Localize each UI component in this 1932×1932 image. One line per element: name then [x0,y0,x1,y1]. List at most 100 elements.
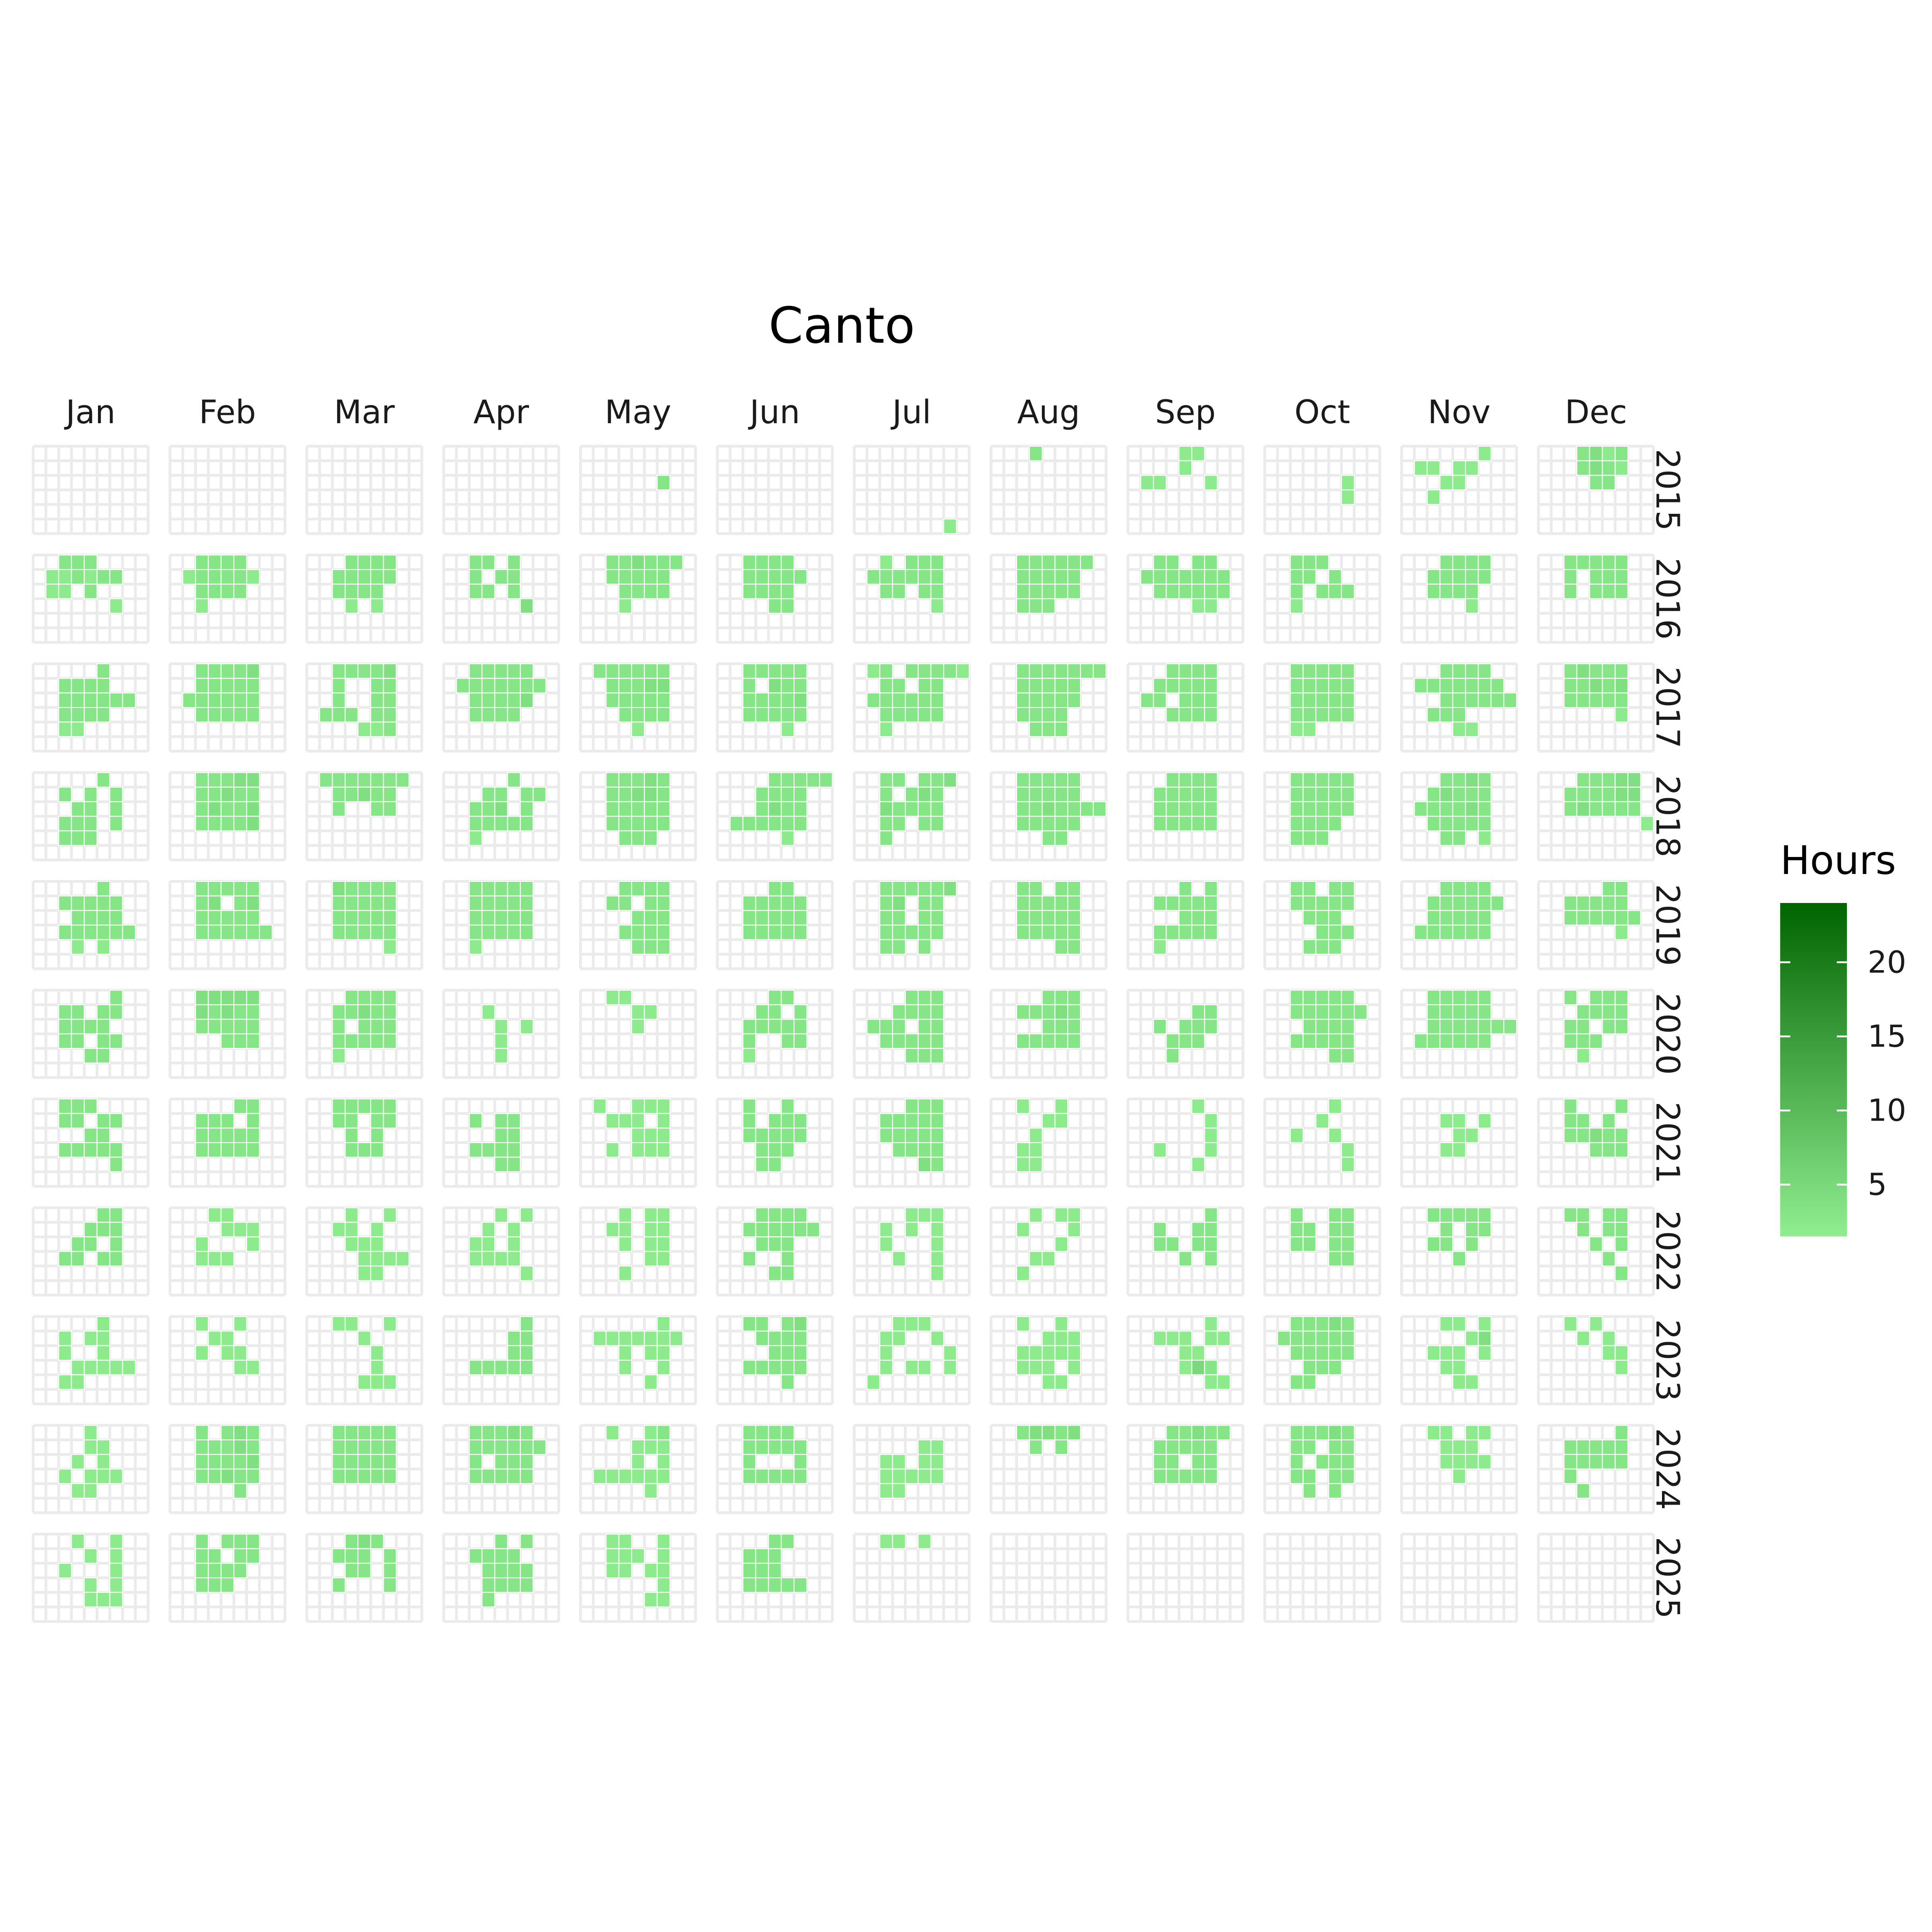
day-tile [1191,569,1205,585]
day-tile [383,895,397,911]
day-tile [1179,460,1192,476]
day-tile [58,830,72,846]
panel-2024-may [579,1424,697,1514]
day-tile [383,1374,397,1390]
day-tile [220,678,235,694]
day-tile [345,989,359,1006]
day-tile [1153,925,1167,940]
panel-2025-dec [1537,1533,1655,1623]
day-tile [58,1374,72,1390]
day-tile [781,1374,795,1390]
day-tile [1615,1236,1628,1252]
day-tile [520,816,534,832]
day-tile [494,1577,508,1593]
day-tile [345,663,359,679]
day-tile [905,1033,919,1049]
day-tile [1166,707,1180,723]
day-tile [1341,1345,1355,1361]
day-tile [742,707,756,723]
panel-2023-may [579,1315,697,1405]
day-tile [1465,801,1479,817]
day-tile [1439,910,1454,926]
day-tile [383,1316,397,1332]
day-tile [246,1236,260,1252]
day-tile [195,678,209,694]
day-tile [1452,1142,1466,1158]
day-tile [618,1207,632,1223]
day-tile [84,707,98,723]
day-tile [781,554,795,570]
panel-2024-jul [853,1424,971,1514]
day-tile [96,1439,110,1455]
day-tile [1054,554,1069,570]
day-tile [631,1127,645,1143]
day-tile [917,678,932,694]
day-tile [357,1439,371,1455]
day-tile [1564,1207,1577,1223]
day-tile [370,1251,384,1267]
panel-2021-apr [442,1098,560,1188]
day-tile [1166,1425,1180,1441]
day-tile [1576,1330,1590,1346]
day-tile [1166,1468,1180,1484]
day-tile [1204,1425,1218,1441]
day-tile [1315,816,1329,832]
day-tile [1290,816,1304,832]
day-tile [1426,787,1441,802]
day-tile [656,1592,671,1608]
day-tile [1328,772,1342,788]
day-tile [71,925,85,940]
day-tile [768,1425,782,1441]
day-tile [930,1222,944,1237]
day-tile [195,1142,209,1158]
day-tile [1602,1251,1616,1267]
day-tile [905,554,919,570]
day-tile [1341,1018,1355,1035]
day-tile [1290,1222,1304,1237]
day-tile [195,554,209,570]
day-tile [755,910,769,926]
day-tile [1465,554,1479,570]
day-tile [794,1316,807,1332]
day-tile [246,1425,260,1441]
day-tile [259,925,273,940]
day-tile [84,1127,98,1143]
day-tile [469,830,483,846]
day-tile [1067,1004,1081,1020]
day-tile [819,772,833,788]
day-tile [1564,1098,1577,1114]
day-tile [1067,1360,1081,1375]
day-tile [1452,787,1466,802]
day-tile [1191,1018,1205,1035]
day-tile [1589,801,1603,817]
panel-2019-dec [1537,880,1655,970]
day-tile [618,1468,632,1484]
panel-2021-sep [1127,1098,1244,1188]
day-tile [1140,569,1154,585]
day-tile [605,801,620,817]
day-tile [383,1251,397,1267]
day-tile [879,910,893,926]
day-tile [520,1454,534,1470]
day-tile [507,1563,521,1578]
day-tile [370,925,384,940]
day-tile [1341,801,1355,817]
day-tile [1465,925,1479,940]
day-tile [220,1222,235,1237]
day-tile [1166,1454,1180,1470]
day-tile [1589,569,1603,585]
day-tile [494,1127,508,1143]
day-tile [1315,772,1329,788]
day-tile [866,569,880,585]
panel-2025-feb [168,1533,287,1623]
day-tile [1627,772,1641,788]
day-tile [892,1483,906,1499]
day-tile [1478,1207,1492,1223]
day-tile [195,816,209,832]
day-tile [768,1004,782,1020]
day-tile [1615,554,1628,570]
day-tile [1302,707,1317,723]
day-tile [520,801,534,817]
day-tile [96,1345,110,1361]
day-tile [1602,1222,1616,1237]
